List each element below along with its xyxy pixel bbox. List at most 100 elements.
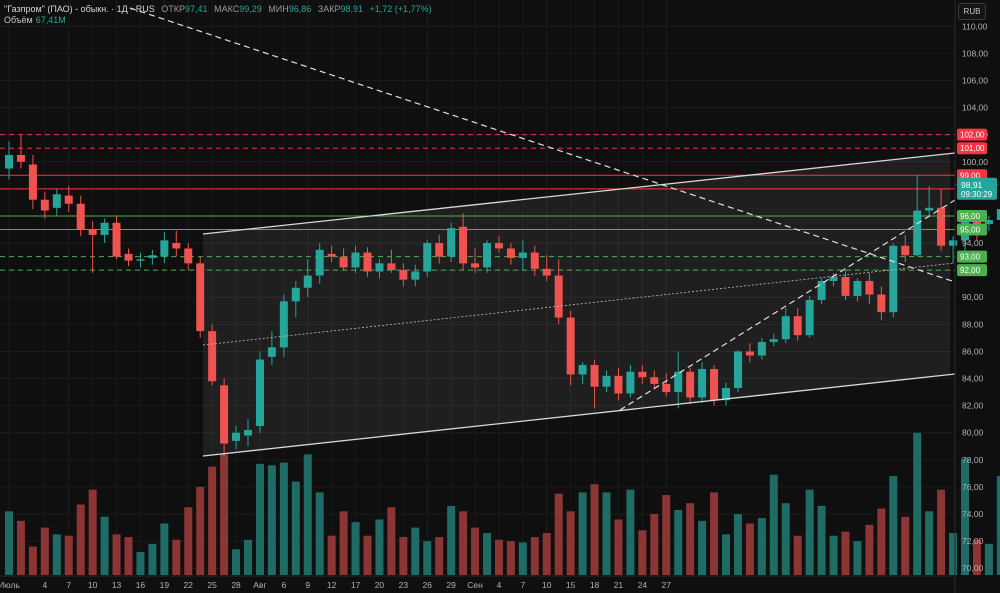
candle-body	[853, 280, 862, 296]
candle	[650, 370, 659, 390]
volume-bar	[865, 524, 874, 575]
time-tick-label: 16	[136, 580, 146, 590]
volume-bar	[686, 503, 695, 575]
candle	[64, 186, 73, 212]
candle-body	[769, 339, 778, 342]
volume-bar	[124, 537, 133, 575]
candle	[662, 373, 671, 397]
candle-body	[160, 240, 169, 257]
descending-trend-line[interactable]	[129, 7, 956, 283]
volume-bar	[590, 484, 599, 575]
candle-body	[984, 220, 993, 225]
time-tick-label: 4	[42, 580, 47, 590]
channel-upper-line[interactable]	[202, 152, 956, 235]
candle	[949, 236, 958, 264]
close-value: 98,91	[340, 4, 364, 14]
candle	[626, 364, 635, 398]
candle	[136, 252, 145, 268]
volume-bar	[267, 465, 276, 575]
candle	[447, 222, 456, 263]
candle	[471, 248, 480, 273]
candle	[877, 286, 886, 321]
candle-body	[471, 263, 480, 268]
time-tick-label: 15	[566, 580, 576, 590]
channel-lower-line[interactable]	[202, 373, 956, 457]
price-axis[interactable]: 70,00 72,00 74,00 76,00 78,00 80,00 82,00 84,00…	[962, 21, 988, 573]
candle	[28, 154, 37, 210]
volume-bar	[805, 489, 814, 575]
candle-body	[76, 203, 85, 230]
time-tick-label: 20	[375, 580, 385, 590]
candle	[76, 195, 85, 237]
volume-bar	[769, 474, 778, 575]
candle-body	[518, 252, 527, 258]
candle-body	[877, 294, 886, 313]
ascending-trend-line[interactable]	[619, 199, 956, 411]
level-tag-text: 92,00	[960, 266, 981, 275]
candle	[399, 263, 408, 287]
volume-bar	[710, 492, 719, 575]
candle	[781, 308, 790, 344]
volume-bar	[889, 476, 898, 575]
candle	[208, 324, 217, 386]
volume-bar	[363, 535, 372, 575]
candle-body	[638, 371, 647, 378]
level-tag-box	[957, 209, 987, 222]
level-tag-box	[957, 250, 987, 263]
trend-lines[interactable]	[129, 7, 956, 457]
candle	[590, 359, 599, 409]
candle	[841, 270, 850, 300]
volume-bar	[602, 492, 611, 575]
candle	[769, 333, 778, 347]
symbol-title[interactable]: "Газпром" (ПАО) - обыкн. · 1Д · RUS	[4, 4, 155, 14]
candle-body	[698, 369, 707, 398]
candle	[925, 186, 934, 216]
time-axis[interactable]: Июль 4 7 10 13 16 19 22 25 28 Авг 6 9 12 17 20 23 26 29 Сен…	[0, 580, 671, 590]
candle-body	[865, 280, 874, 295]
candle	[757, 337, 766, 360]
candle	[602, 370, 611, 393]
price-tick-label: 100,00	[962, 157, 988, 167]
candle-body	[100, 222, 109, 235]
candle	[542, 255, 551, 281]
candle-body	[817, 280, 826, 300]
currency-button[interactable]: RUB	[958, 3, 986, 20]
volume-bar	[160, 523, 169, 575]
candle-body	[136, 259, 145, 261]
level-tag-box	[957, 128, 987, 141]
price-tick-label: 82,00	[962, 401, 984, 411]
volume-bar	[423, 541, 432, 575]
candle-body	[650, 377, 659, 384]
volume-bar	[757, 518, 766, 575]
candle	[745, 343, 754, 363]
time-tick-label: 28	[231, 580, 241, 590]
volume-bar	[638, 530, 647, 575]
candle-body	[841, 276, 850, 296]
candle-body	[315, 249, 324, 276]
candle-body	[805, 299, 814, 336]
time-tick-label: 22	[184, 580, 194, 590]
volume-bar	[494, 539, 503, 575]
level-tag-box	[957, 223, 987, 236]
candle	[638, 364, 647, 384]
volume-bar	[877, 508, 886, 575]
time-tick-label: 10	[88, 580, 98, 590]
candle	[279, 294, 288, 357]
candle-body	[16, 154, 25, 162]
candle-body	[686, 371, 695, 398]
volume-bar	[996, 476, 1000, 575]
price-tick-label: 108,00	[962, 48, 988, 58]
volume-bar	[16, 520, 25, 575]
volume-bar	[972, 539, 981, 575]
volume-bar	[375, 519, 384, 575]
candle	[375, 259, 384, 279]
level-tag-text: 96,00	[960, 212, 981, 221]
candle-body	[722, 388, 730, 401]
volume-bar	[459, 511, 468, 575]
volume-bar	[387, 507, 396, 575]
candle	[88, 221, 97, 273]
candle	[160, 232, 169, 264]
candle	[435, 234, 444, 264]
volume-bar	[255, 463, 264, 575]
